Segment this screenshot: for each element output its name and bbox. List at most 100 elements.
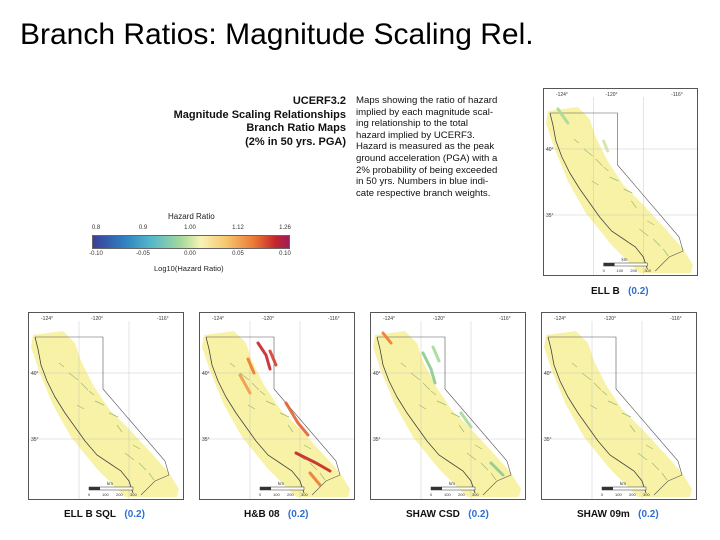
fault-trace	[148, 472, 155, 481]
scale-tick: 100	[444, 492, 451, 497]
longitude-label: -120°	[262, 316, 274, 322]
hazard-band	[31, 331, 179, 497]
scale-tick: 0	[430, 492, 433, 497]
map-shaw-09m: -124° -120° -116° 40° 35° km 0 100 200 300	[541, 312, 697, 500]
fault-trace	[124, 452, 135, 461]
fault-trace	[601, 390, 608, 396]
hazard-band	[544, 331, 692, 497]
fault-trace	[573, 138, 579, 144]
fault-trace	[132, 444, 141, 450]
ratio-anomaly	[238, 373, 252, 395]
scale-tick: 0	[603, 268, 606, 273]
scale-unit: km	[449, 481, 455, 486]
fault-trace	[621, 412, 632, 418]
map-ell-b-sql: -124° -120° -116° 40° 35° km 0 100 200 300	[28, 312, 184, 500]
scale-unit: km	[621, 257, 627, 262]
fault-trace	[458, 424, 465, 433]
fault-trace	[239, 372, 250, 381]
fault-trace	[80, 382, 89, 391]
coastline	[205, 336, 305, 494]
map-hb-08: -124° -120° -116° 40° 35° km 0 100 200 300	[199, 312, 355, 500]
scale-unit: km	[107, 481, 113, 486]
california-map: -124° -120° -116° 40° 35° km 0 100 200 300	[544, 92, 697, 275]
latitude-label: 40°	[31, 371, 39, 377]
branch-weight: (0.2)	[124, 509, 145, 520]
fault-trace	[287, 424, 294, 433]
longitude-label: -116°	[157, 316, 169, 322]
ratio-anomaly	[246, 357, 256, 375]
state-border	[549, 112, 684, 272]
slide-title: Branch Ratios: Magnitude Scaling Rel.	[20, 18, 534, 51]
hazard-band	[545, 107, 694, 273]
scale-bar-segment	[260, 487, 271, 490]
description-line: in 50 yrs. Numbers in blue indi-	[356, 176, 489, 188]
fault-trace	[637, 452, 648, 461]
scale-tick: 200	[458, 492, 465, 497]
branch-name: SHAW CSD	[406, 509, 460, 520]
state-border	[548, 336, 683, 496]
ratio-anomaly	[421, 351, 437, 385]
fault-trace	[436, 400, 447, 406]
branch-weight: (0.2)	[638, 509, 659, 520]
fault-trace	[490, 472, 497, 481]
state-border	[35, 336, 170, 496]
branch-weight: (0.2)	[468, 509, 489, 520]
scale-tick: 200	[287, 492, 294, 497]
fault-trace	[265, 400, 276, 406]
scale-tick: 0	[88, 492, 91, 497]
fault-trace	[591, 180, 599, 186]
latitude-label: 40°	[544, 371, 552, 377]
description-line: ground acceleration (PGA) with a	[356, 152, 498, 164]
legend-title: Hazard Ratio	[168, 212, 215, 221]
branch-name: SHAW 09m	[577, 509, 630, 520]
fault-trace	[629, 424, 636, 433]
fault-trace	[623, 188, 633, 194]
longitude-label: -124°	[41, 316, 53, 322]
description-line: Maps showing the ratio of hazard	[356, 95, 498, 106]
latitude-label: 35°	[546, 213, 554, 219]
map-shaw-csd: -124° -120° -116° 40° 35° km 0 100 200 300	[370, 312, 526, 500]
scale-tick: 200	[629, 492, 636, 497]
scale-tick: 300	[130, 492, 137, 497]
fault-trace	[603, 166, 609, 172]
fault-trace	[595, 158, 603, 167]
coastline	[549, 112, 648, 270]
latitude-label: 35°	[544, 437, 552, 443]
longitude-label: -124°	[554, 316, 566, 322]
map-caption-ell-b: ELL B (0.2)	[591, 286, 649, 297]
scale-tick: 100	[102, 492, 109, 497]
heading-line: Branch Ratio Maps	[246, 122, 346, 134]
ratio-tick: 0.9	[138, 225, 148, 231]
ratio-anomaly	[294, 451, 332, 473]
ratio-anomaly	[381, 331, 393, 345]
fault-trace	[68, 372, 79, 381]
fault-trace	[430, 390, 437, 396]
scale-tick: 300	[643, 492, 650, 497]
scale-tick: 0	[601, 492, 604, 497]
branch-weight: (0.2)	[628, 286, 649, 297]
state-border	[377, 336, 512, 496]
fault-trace	[653, 238, 661, 247]
fault-trace	[651, 462, 660, 471]
log-tick: -0.05	[136, 251, 150, 257]
ratio-tick: 1.12	[232, 225, 244, 231]
fault-trace	[229, 362, 236, 368]
latitude-label: 35°	[373, 437, 381, 443]
ratio-anomaly	[308, 471, 322, 487]
ratio-tick: 1.26	[279, 225, 291, 231]
fault-trace	[480, 462, 489, 471]
fault-trace	[319, 472, 326, 481]
fault-trace	[259, 390, 266, 396]
fault-trace	[593, 382, 602, 391]
fault-trace	[58, 362, 65, 368]
map-caption-shaw-csd: SHAW CSD (0.2)	[406, 509, 489, 520]
hazard-band	[202, 331, 350, 497]
coastline	[547, 336, 647, 494]
scale-tick: 0	[259, 492, 262, 497]
coastline	[34, 336, 134, 494]
legend-axis-label: Log10(Hazard Ratio)	[154, 264, 224, 273]
scale-tick: 300	[301, 492, 308, 497]
description-line: hazard implied by UCERF3.	[356, 129, 475, 141]
log-tick: -0.10	[89, 251, 103, 257]
map-caption-ell-b-sql: ELL B SQL (0.2)	[64, 509, 145, 520]
